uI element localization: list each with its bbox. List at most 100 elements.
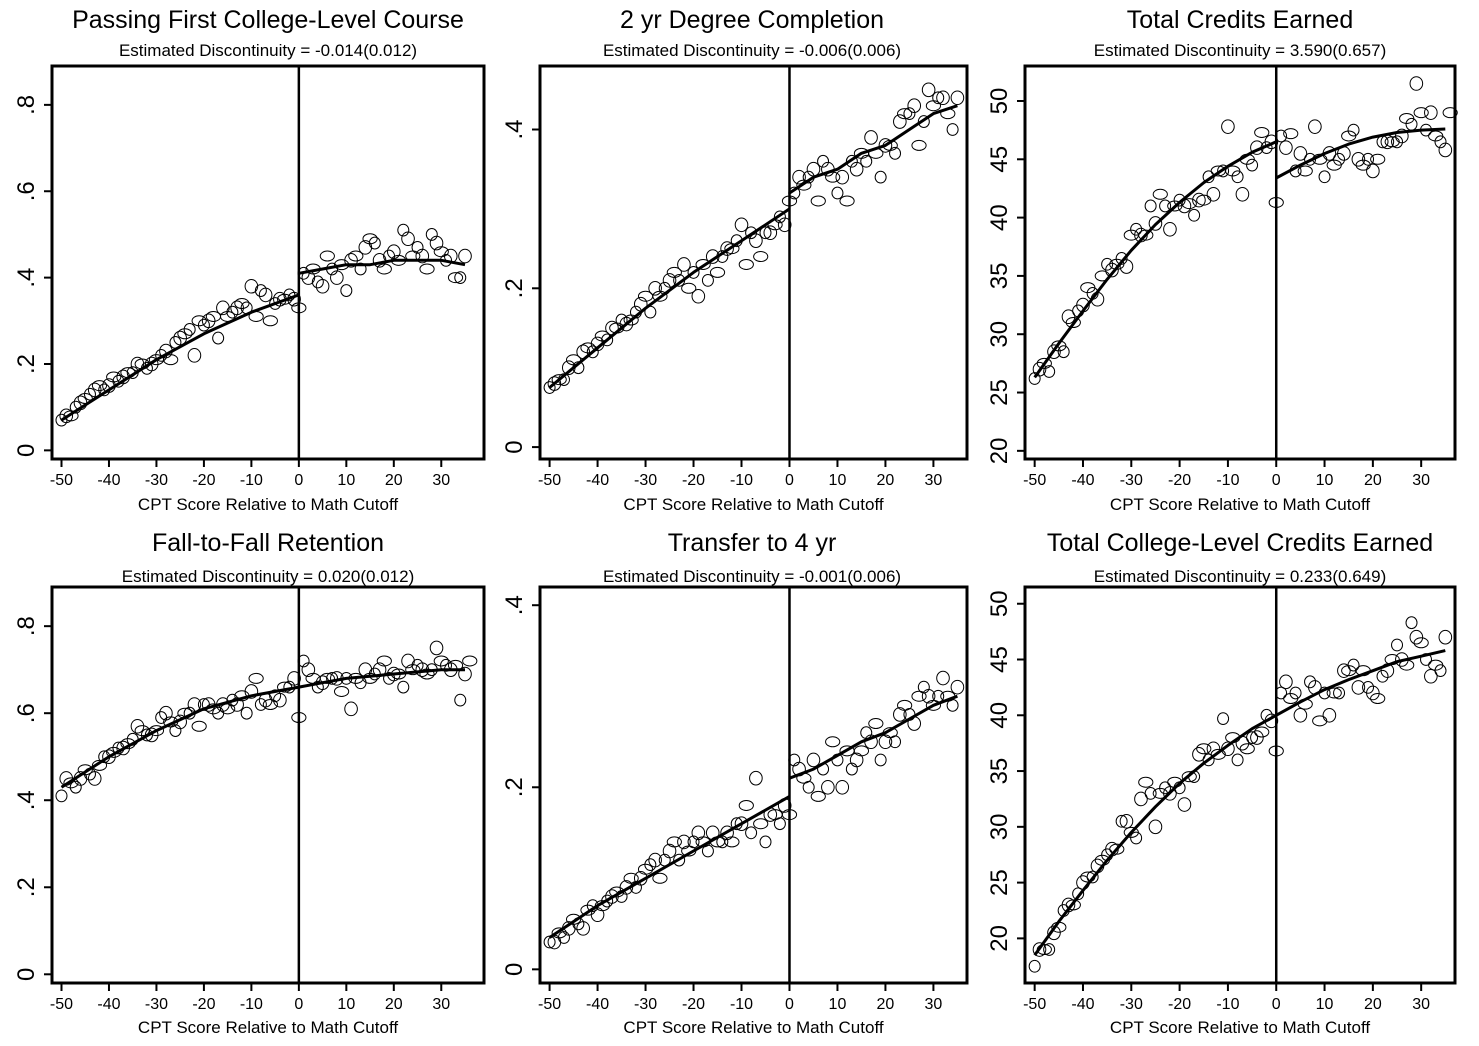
data-point: [376, 263, 392, 275]
data-point: [652, 872, 668, 884]
data-point: [1032, 942, 1047, 957]
data-point: [1032, 361, 1047, 377]
data-point: [1061, 897, 1076, 913]
panel-subtitle: Estimated Discontinuity = 0.233(0.649): [1094, 567, 1386, 586]
data-point: [925, 699, 942, 711]
data-point: [917, 115, 930, 128]
data-point: [1130, 831, 1143, 845]
fit-line-left: [1033, 140, 1277, 379]
x-tick-label: -50: [538, 472, 561, 489]
data-point: [788, 186, 801, 200]
x-axis-label: CPT Score Relative to Math Cutoff: [1110, 495, 1370, 514]
data-point: [1351, 680, 1366, 695]
data-point: [234, 298, 250, 310]
data-point: [1424, 668, 1438, 684]
data-point: [1279, 140, 1293, 155]
data-point: [458, 248, 472, 264]
x-axis-label: CPT Score Relative to Math Cutoff: [138, 495, 398, 514]
data-point: [946, 123, 959, 136]
data-point: [695, 258, 711, 270]
data-point: [1304, 675, 1317, 689]
data-point: [1144, 199, 1157, 213]
data-point: [187, 697, 202, 712]
data-point: [802, 780, 815, 794]
x-tick-label: 30: [925, 472, 943, 489]
data-point: [1192, 747, 1206, 762]
data-point: [1221, 119, 1235, 134]
data-point: [1065, 317, 1081, 329]
data-point: [273, 692, 287, 708]
data-point: [362, 233, 378, 245]
panel-1: Passing First College-Level Course Estima…: [13, 6, 486, 514]
data-point: [269, 689, 282, 703]
panel-subtitle: Estimated Discontinuity = -0.006(0.006): [603, 41, 901, 60]
y-tick-label: 0: [501, 963, 528, 976]
data-point: [868, 718, 884, 730]
data-point: [1061, 309, 1076, 325]
x-tick-label: -50: [50, 996, 73, 1013]
data-point: [853, 745, 870, 757]
data-point: [1312, 715, 1328, 727]
x-tick-label: 10: [1316, 472, 1334, 489]
data-point: [1434, 135, 1447, 149]
y-tick-label: .2: [13, 354, 40, 374]
data-point: [1101, 257, 1114, 271]
data-point: [187, 348, 202, 363]
data-point: [1308, 119, 1322, 134]
y-tick-label: 40: [986, 204, 1013, 231]
data-point: [397, 680, 410, 694]
data-point: [1115, 252, 1128, 265]
data-point: [1293, 146, 1308, 161]
data-point: [311, 275, 324, 289]
x-tick-label: -10: [1216, 996, 1239, 1013]
data-point: [648, 852, 662, 868]
data-point: [1148, 819, 1163, 835]
data-point: [1105, 262, 1119, 278]
y-tick-label: .2: [501, 777, 528, 797]
data-point: [240, 706, 253, 720]
data-point: [311, 680, 324, 694]
y-tick-label: 40: [986, 702, 1013, 729]
data-point: [917, 680, 930, 694]
data-point: [580, 342, 596, 354]
data-point: [907, 98, 922, 113]
data-point: [615, 313, 628, 327]
y-tick-label: 20: [986, 437, 1013, 464]
data-point: [1405, 117, 1418, 131]
data-point: [1043, 943, 1056, 956]
data-point: [1235, 186, 1250, 202]
x-tick-label: 10: [337, 996, 355, 1013]
panel-title: Fall-to-Fall Retention: [152, 529, 384, 557]
data-point: [1333, 152, 1346, 166]
data-point: [897, 699, 913, 711]
panel-4: Fall-to-Fall Retention Estimated Disconti…: [13, 529, 486, 1037]
x-tick-label: 0: [294, 996, 303, 1013]
data-point: [440, 658, 453, 672]
x-tick-label: 20: [1364, 472, 1382, 489]
data-point: [1028, 959, 1041, 973]
data-point: [950, 679, 965, 695]
data-point: [1347, 658, 1360, 672]
data-point: [1130, 222, 1143, 236]
data-point: [462, 655, 478, 667]
data-point: [734, 217, 749, 233]
data-point: [1362, 152, 1375, 166]
x-tick-label: -30: [634, 996, 657, 1013]
panel-5: Transfer to 4 yr Estimated Discontinuity …: [501, 529, 969, 1037]
data-point: [191, 720, 207, 732]
x-tick-label: 30: [1412, 472, 1430, 489]
y-tick-label: 45: [986, 646, 1013, 673]
data-point: [590, 907, 605, 923]
x-tick-label: -20: [192, 472, 215, 489]
panel-title: Passing First College-Level Course: [72, 6, 464, 34]
x-tick-label: -40: [97, 472, 120, 489]
y-tick-label: .2: [501, 278, 528, 298]
data-point: [1409, 76, 1424, 91]
data-point: [1047, 344, 1061, 360]
data-point: [1279, 674, 1293, 690]
data-point: [1264, 134, 1279, 150]
data-point: [677, 257, 691, 272]
data-point: [1109, 843, 1125, 855]
data-point: [839, 195, 855, 207]
fit-line-left: [1033, 713, 1277, 956]
